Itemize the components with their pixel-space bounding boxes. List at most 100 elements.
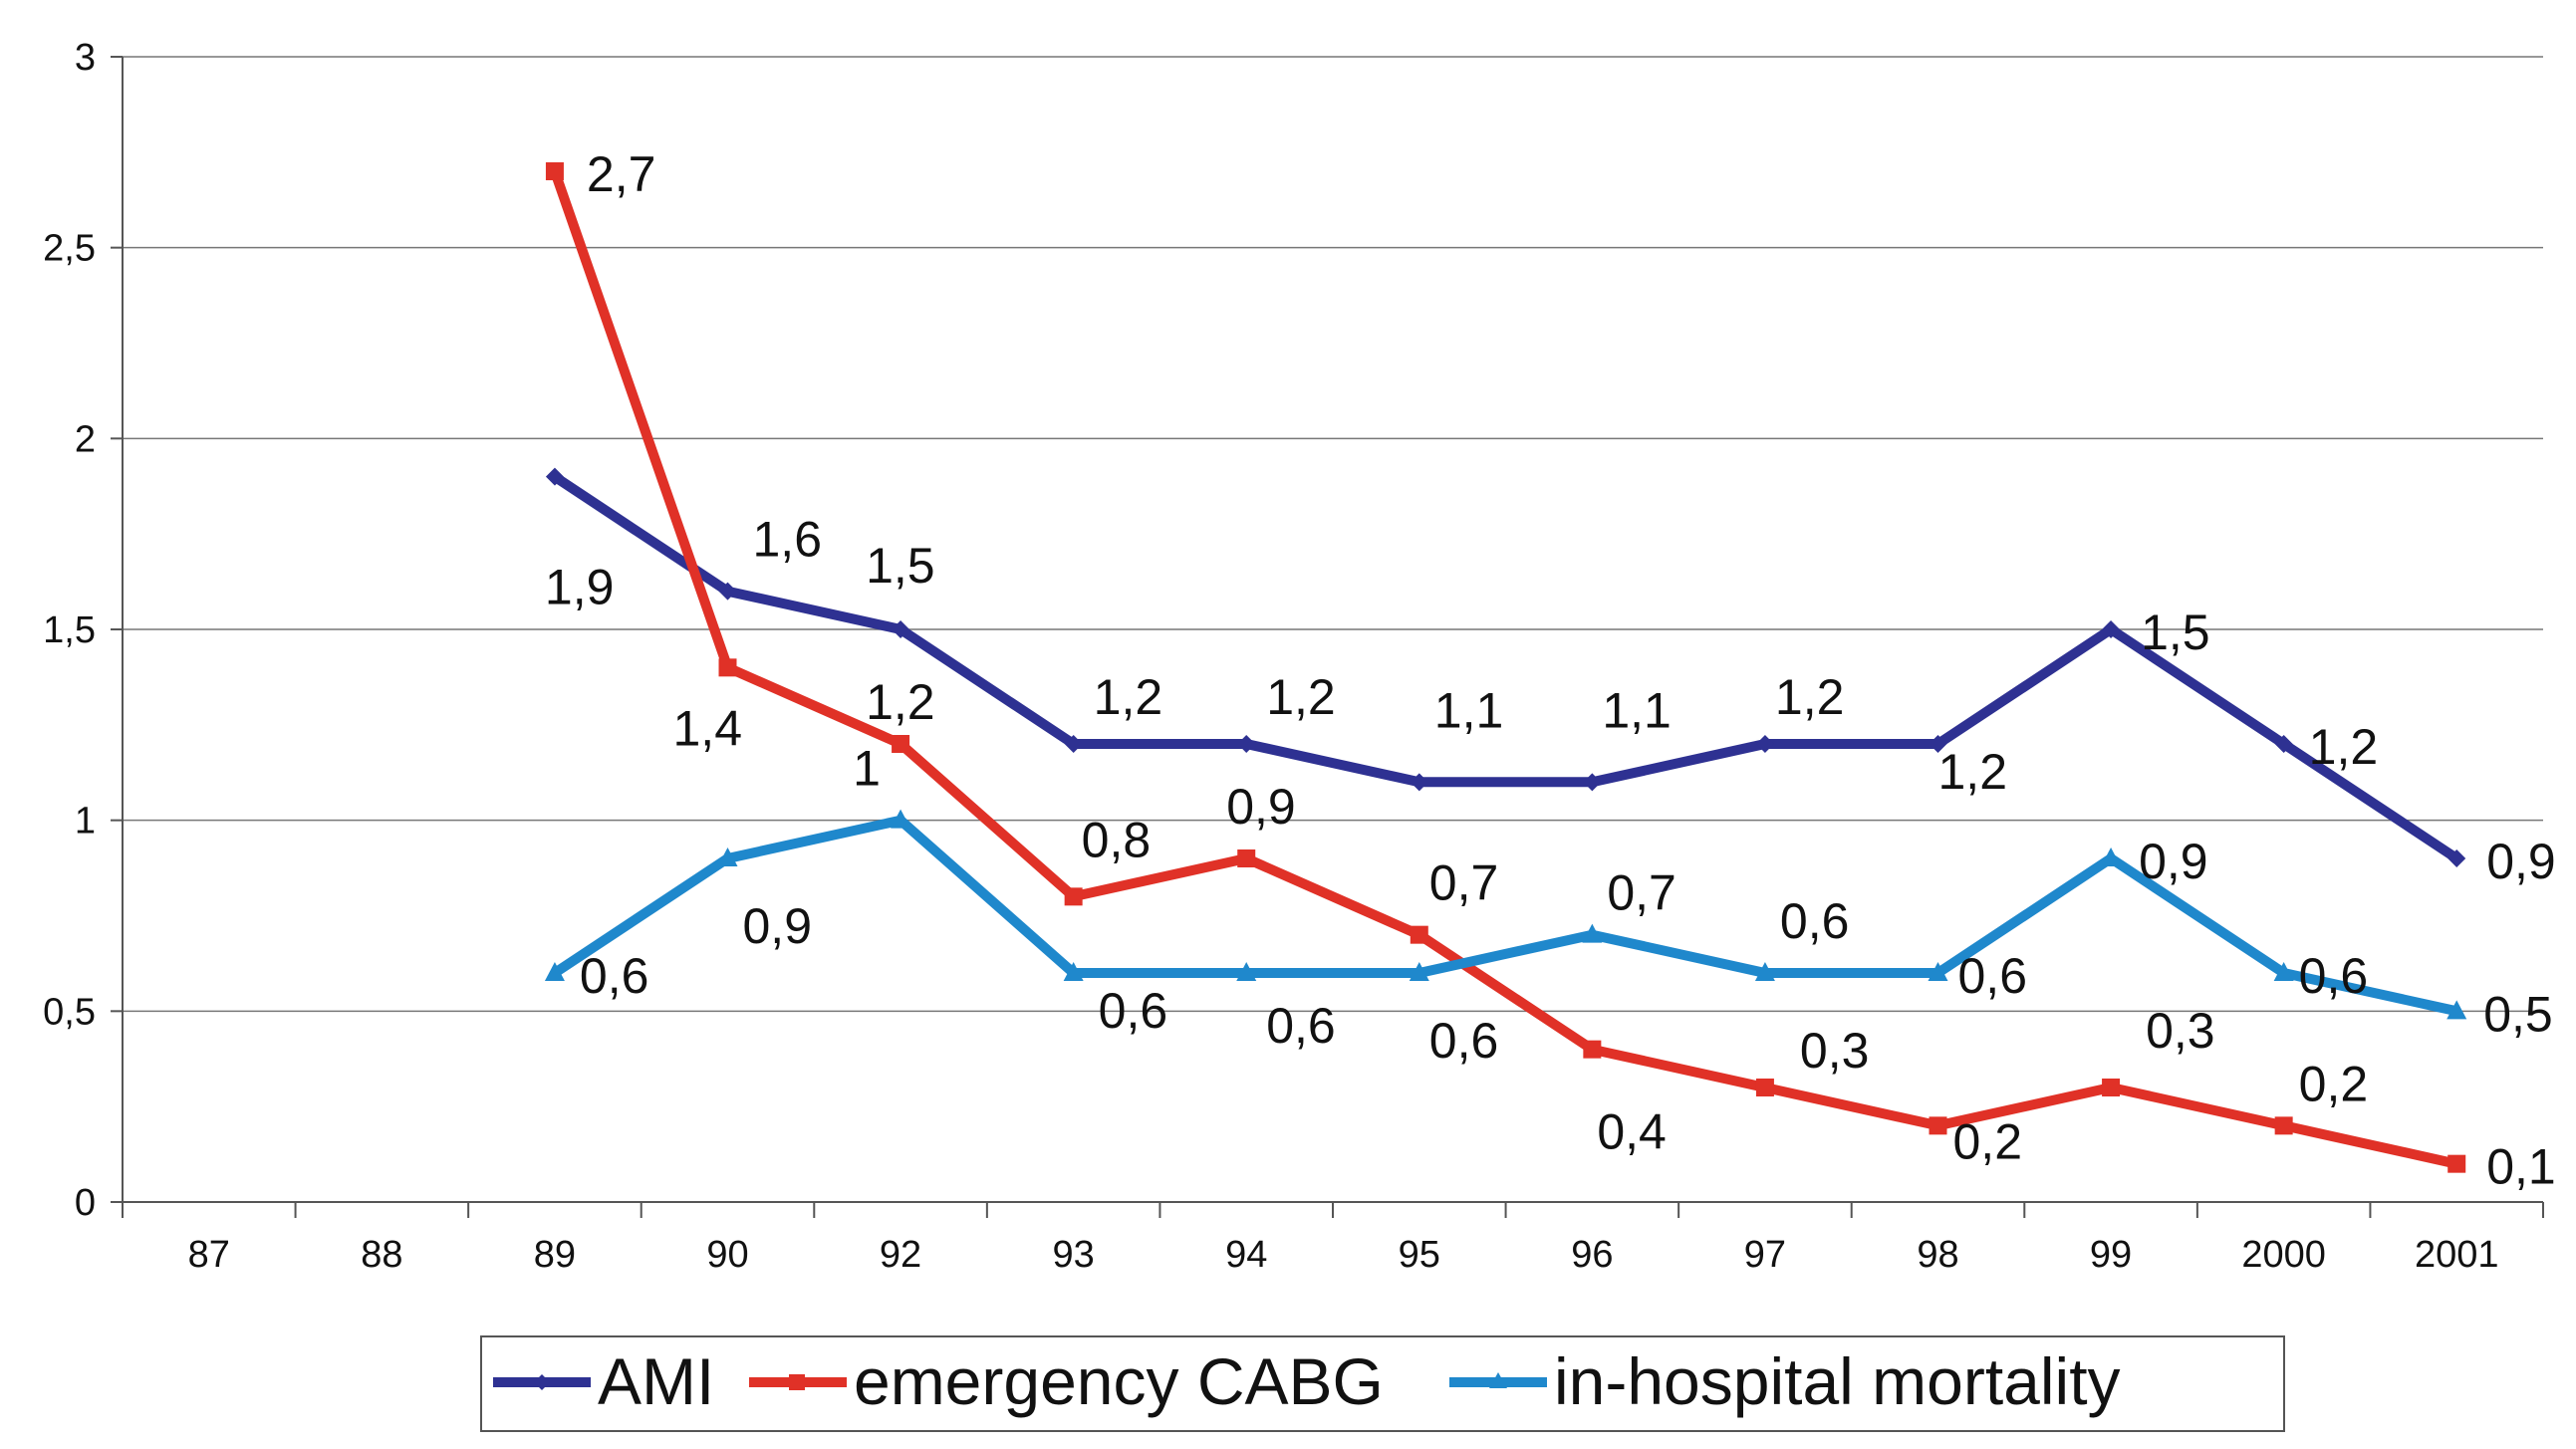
data-label: 1,9 xyxy=(545,560,615,615)
x-tick-label: 88 xyxy=(361,1234,402,1276)
data-point xyxy=(545,162,564,180)
x-tick-label: 89 xyxy=(534,1234,576,1276)
data-label: 0,4 xyxy=(1597,1104,1667,1160)
data-label: 0,6 xyxy=(1266,998,1336,1054)
legend-label-cabg: emergency CABG xyxy=(854,1344,1384,1418)
data-point xyxy=(1237,735,1256,753)
y-tick-label: 1 xyxy=(75,801,96,843)
x-tick-label: 96 xyxy=(1571,1234,1613,1276)
data-label: 1,2 xyxy=(1266,669,1336,725)
data-label: 0,6 xyxy=(1099,983,1168,1039)
data-labels: 1,9 1,6 1,5 1,2 1,2 1,1 1,1 1,2 1,2 1,5 1,2 0,9 2,7 1… xyxy=(545,146,2556,1195)
y-tick-label: 3 xyxy=(75,37,96,79)
data-label: 0,7 xyxy=(1607,865,1676,921)
data-point xyxy=(892,620,910,638)
data-point xyxy=(1583,773,1602,792)
data-point xyxy=(545,467,564,486)
data-point xyxy=(1583,1040,1602,1059)
data-point xyxy=(892,735,910,753)
data-label: 0,5 xyxy=(2483,986,2553,1042)
data-label: 0,9 xyxy=(2486,834,2556,889)
x-tick-label: 97 xyxy=(1744,1234,1786,1276)
data-point xyxy=(1929,1116,1947,1135)
y-tick-label: 2,5 xyxy=(43,228,96,270)
data-label: 2,7 xyxy=(587,146,656,202)
data-point xyxy=(1928,962,1948,981)
y-tick-label: 0,5 xyxy=(43,991,96,1033)
data-point xyxy=(1582,923,1603,943)
data-point xyxy=(718,582,737,601)
data-label: 0,3 xyxy=(1800,1023,1870,1079)
data-label: 1,2 xyxy=(866,674,935,730)
legend-marker-cabg xyxy=(789,1374,805,1390)
data-label: 0,6 xyxy=(2299,948,2369,1004)
y-tick-label: 0 xyxy=(75,1182,96,1224)
y-tick-label: 1,5 xyxy=(43,609,96,651)
data-point xyxy=(1754,962,1775,981)
data-point xyxy=(1409,962,1429,981)
data-label: 1,4 xyxy=(673,700,743,756)
data-label: 1,1 xyxy=(1602,682,1672,738)
data-label: 0,6 xyxy=(580,948,649,1004)
legend-marker-mortality xyxy=(1489,1372,1507,1388)
data-label: 1,1 xyxy=(1434,682,1504,738)
legend-label-ami: AMI xyxy=(598,1344,714,1418)
data-point xyxy=(2274,1116,2293,1135)
data-point xyxy=(891,809,911,829)
data-point xyxy=(2447,1000,2467,1020)
data-label: 0,8 xyxy=(1082,812,1152,867)
data-point xyxy=(1064,887,1083,906)
x-tick-label: 94 xyxy=(1225,1234,1267,1276)
x-tick-label: 95 xyxy=(1399,1234,1440,1276)
x-tick-label: 98 xyxy=(1917,1234,1958,1276)
data-label: 0,9 xyxy=(1226,779,1296,835)
data-point xyxy=(2102,1079,2121,1096)
data-label: 1,2 xyxy=(2309,719,2379,775)
data-label: 0,7 xyxy=(1429,855,1499,911)
data-point xyxy=(2447,849,2466,867)
data-point xyxy=(2447,1154,2466,1173)
x-axis: 87 88 89 90 92 93 94 95 96 97 98 99 2000 2001 xyxy=(122,1201,2544,1276)
data-point xyxy=(2101,847,2122,866)
y-tick-label: 2 xyxy=(75,418,96,460)
series-line-2 xyxy=(552,815,2458,1017)
data-label: 0,2 xyxy=(1953,1113,2023,1169)
data-point xyxy=(544,962,565,981)
data-point xyxy=(1410,773,1428,792)
data-label: 1 xyxy=(853,741,881,797)
data-point xyxy=(2274,735,2293,753)
y-axis: 0 0,5 1 1,5 2 2,5 3 xyxy=(43,37,124,1224)
data-point xyxy=(1236,962,1257,981)
data-label: 1,5 xyxy=(2141,604,2210,660)
data-point xyxy=(718,658,737,677)
data-point xyxy=(1929,735,1947,753)
data-label: 0,2 xyxy=(2299,1056,2369,1111)
x-tick-label: 2000 xyxy=(2241,1234,2326,1276)
x-tick-label: 2001 xyxy=(2415,1234,2499,1276)
data-label: 0,3 xyxy=(2146,1003,2215,1059)
x-tick-label: 99 xyxy=(2090,1234,2132,1276)
data-label: 1,5 xyxy=(866,538,935,594)
data-point xyxy=(1064,735,1083,753)
data-point xyxy=(1755,735,1774,753)
legend-marker-ami xyxy=(534,1374,550,1390)
data-point xyxy=(717,847,738,866)
data-label: 1,6 xyxy=(753,512,823,568)
series-lines xyxy=(544,162,2467,1173)
data-point xyxy=(1755,1079,1774,1096)
series-line-1 xyxy=(550,169,2458,1169)
data-point xyxy=(2273,962,2294,981)
data-point xyxy=(1410,925,1428,944)
x-tick-label: 90 xyxy=(706,1234,748,1276)
data-label: 0,6 xyxy=(1429,1013,1499,1069)
data-label: 0,9 xyxy=(743,898,813,954)
data-label: 0,1 xyxy=(2486,1139,2556,1195)
data-label: 1,2 xyxy=(1938,744,2008,800)
data-point xyxy=(1237,849,1256,867)
data-label: 0,6 xyxy=(1958,948,2028,1004)
data-label: 0,6 xyxy=(1780,893,1850,949)
data-label: 0,9 xyxy=(2139,834,2208,889)
data-point xyxy=(2102,620,2121,638)
legend-label-mortality: in-hospital mortality xyxy=(1554,1344,2121,1418)
